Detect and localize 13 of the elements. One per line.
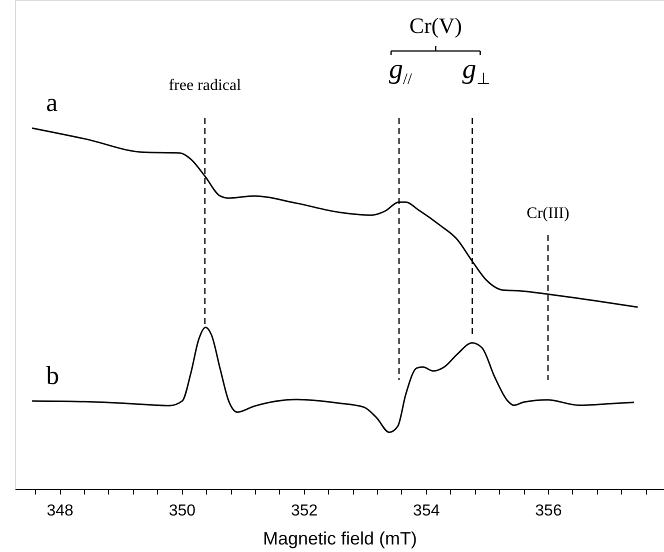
ref-line-label: free radical xyxy=(168,77,242,94)
x-tick-label: 350 xyxy=(168,502,196,520)
series-label: a xyxy=(46,88,58,118)
x-tick-label: 352 xyxy=(290,502,318,520)
x-tick-label: 356 xyxy=(535,502,562,520)
x-axis-title: Magnetic field (mT) xyxy=(262,528,418,548)
x-tick-label: 354 xyxy=(413,502,440,520)
x-tick-label: 348 xyxy=(46,502,74,520)
ref-line-label: g// xyxy=(389,54,412,88)
ref-line-label: Cr(III) xyxy=(526,205,570,222)
text: Cr(V) xyxy=(409,13,462,38)
ref-line-label: g⊥ xyxy=(462,54,490,88)
series-label: b xyxy=(46,360,60,390)
